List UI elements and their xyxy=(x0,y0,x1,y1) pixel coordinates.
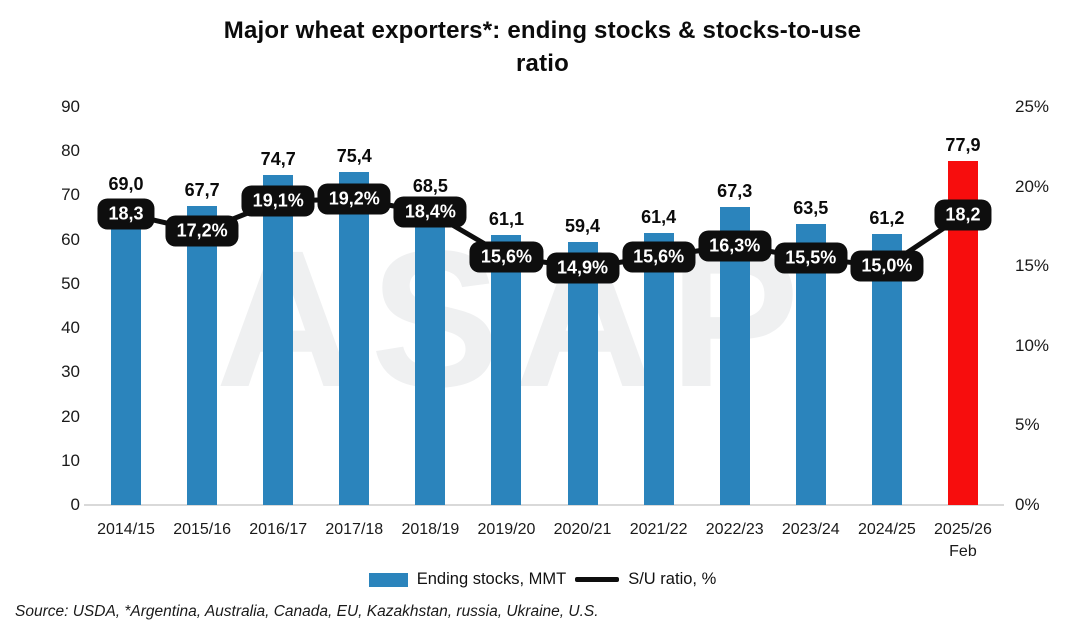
x-tick-label: 2014/15 xyxy=(97,519,155,541)
ratio-point-label: 16,3% xyxy=(698,230,772,261)
y-axis-left-tick: 10 xyxy=(61,450,80,470)
legend-bar-label: Ending stocks, MMT xyxy=(416,570,567,588)
chart-title-line2: ratio xyxy=(515,50,569,77)
ratio-point-label: 19,1% xyxy=(241,185,315,217)
y-axis-left-tick: 90 xyxy=(61,97,80,116)
bar-value-label: 68,5 xyxy=(412,176,448,197)
ratio-point-label: 14,9% xyxy=(546,252,620,284)
bar-value-label: 67,3 xyxy=(717,181,753,202)
ratio-point-label: 18,4% xyxy=(393,196,467,228)
x-axis-baseline xyxy=(84,504,1004,506)
x-tick-label: 2015/16 xyxy=(173,519,231,541)
x-tick-label: 2023/24 xyxy=(782,519,840,541)
ratio-point-label: 15,6% xyxy=(622,241,696,273)
y-axis-right-tick: 0% xyxy=(1015,495,1040,514)
x-tick-year: 2021/22 xyxy=(629,521,688,538)
y-axis-left-tick: 0 xyxy=(70,495,80,514)
bar-value-label: 67,7 xyxy=(184,179,220,200)
bar-2020-21 xyxy=(567,242,598,505)
ratio-point-label: 19,2% xyxy=(317,183,391,215)
x-tick-year: 2017/18 xyxy=(325,521,384,538)
ratio-point-label: 15,0% xyxy=(850,250,924,282)
bar-value-label: 61,1 xyxy=(488,208,524,229)
x-tick-year: 2025/26 xyxy=(934,521,992,538)
source-note: Source: USDA, *Argentina, Australia, Can… xyxy=(15,603,599,620)
x-tick-year: 2024/25 xyxy=(857,521,916,538)
x-tick-year: 2015/16 xyxy=(173,521,232,538)
ratio-point-label: 17,2% xyxy=(165,215,239,247)
bar-value-label: 61,2 xyxy=(869,208,905,229)
bar-value-label: 63,5 xyxy=(793,198,829,219)
bar-2015-16 xyxy=(187,205,218,505)
chart-title-line1: Major wheat exporters*: ending stocks & … xyxy=(223,17,862,44)
x-tick-year: 2016/17 xyxy=(249,521,308,538)
ratio-point-label: 15,6% xyxy=(469,241,543,273)
bar-value-label: 69,0 xyxy=(108,173,144,194)
ratio-point-label: 18,3 xyxy=(97,198,155,230)
x-tick-year: 2020/21 xyxy=(553,521,612,538)
chart-title: Major wheat exporters*: ending stocks & … xyxy=(0,14,1085,80)
legend-line-swatch xyxy=(575,577,620,582)
x-tick-label: 2019/20 xyxy=(478,519,536,541)
x-tick-sublabel: Feb xyxy=(949,543,977,560)
su-ratio-line xyxy=(125,196,965,271)
bar-value-label: 75,4 xyxy=(336,145,372,166)
x-tick-label: 2016/17 xyxy=(249,519,307,541)
x-tick-label: 2025/26 Feb xyxy=(934,519,992,563)
x-tick-label: 2021/22 xyxy=(630,519,688,541)
y-axis-right-tick: 10% xyxy=(1015,335,1050,355)
y-axis-left-tick: 50 xyxy=(61,273,80,293)
bar-value-label: 77,9 xyxy=(945,134,981,155)
x-tick-label: 2022/23 xyxy=(706,519,764,541)
x-tick-label: 2020/21 xyxy=(554,519,612,541)
y-axis-right-tick: 25% xyxy=(1015,97,1050,116)
y-axis-left-tick: 70 xyxy=(61,185,80,205)
bar-2016-17 xyxy=(263,174,294,505)
x-tick-label: 2017/18 xyxy=(325,519,383,541)
bar-2017-18 xyxy=(339,171,370,505)
y-axis-left-tick: 40 xyxy=(61,318,80,338)
bar-value-label: 61,4 xyxy=(641,207,677,228)
y-axis-left-tick: 60 xyxy=(61,229,80,249)
x-tick-label: 2024/25 xyxy=(858,519,916,541)
x-tick-year: 2022/23 xyxy=(705,521,764,538)
y-axis-left-tick: 80 xyxy=(61,141,80,161)
x-tick-year: 2018/19 xyxy=(401,521,460,538)
bar-2018-19 xyxy=(415,202,446,505)
legend-line-label: S/U ratio, % xyxy=(628,570,717,588)
ratio-point-label: 15,5% xyxy=(774,242,848,274)
y-axis-right-tick: 5% xyxy=(1015,415,1040,435)
bar-2019-20 xyxy=(491,234,522,505)
bar-2014-15 xyxy=(111,199,142,505)
bar-2021-22 xyxy=(643,233,674,505)
x-tick-year: 2023/24 xyxy=(781,521,840,538)
bar-value-label: 59,4 xyxy=(565,216,601,237)
x-tick-year: 2019/20 xyxy=(477,521,536,538)
y-axis-left-tick: 30 xyxy=(61,362,80,382)
y-axis-left-tick: 20 xyxy=(61,406,80,426)
ratio-point-label: 18,2 xyxy=(934,199,992,231)
y-axis-right-tick: 15% xyxy=(1015,256,1050,276)
y-axis-right-tick: 20% xyxy=(1015,176,1050,196)
legend-bar-swatch xyxy=(368,572,408,587)
bar-value-label: 74,7 xyxy=(260,148,296,169)
x-tick-year: 2014/15 xyxy=(97,521,155,538)
x-tick-label: 2018/19 xyxy=(401,519,459,541)
plot-area: 69,0 67,7 74,7 75,4 68,5 61,1 59,4 61,4 67,3 63,5… xyxy=(88,107,1001,505)
legend: Ending stocks, MMT S/U ratio, % xyxy=(0,570,1085,589)
